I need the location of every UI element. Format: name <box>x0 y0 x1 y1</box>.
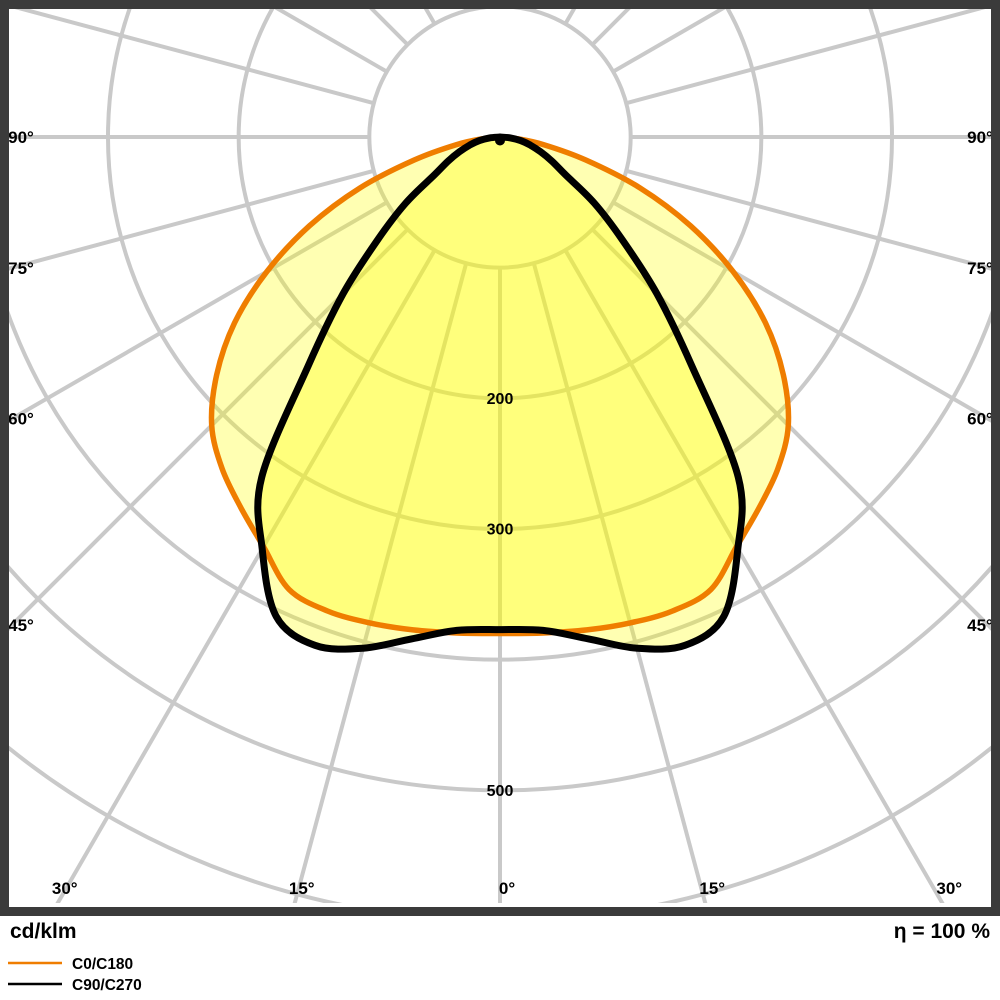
intensity-fill-c0-c180 <box>211 137 789 634</box>
intensity-fill-c90-c270 <box>257 137 743 650</box>
grid-radial-line <box>531 262 708 903</box>
angle-label-bottom: 15° <box>699 879 725 898</box>
angle-labels: 90° 90° 75° 75° 60° 60° 45° 45° 30° 15° 0° 15° 30° <box>8 128 993 898</box>
intensity-curve-c90-c270 <box>254 133 746 653</box>
beam-apex-dot <box>495 135 505 146</box>
angle-label-bottom: 30° <box>936 879 962 898</box>
grid-radial-line <box>9 200 388 423</box>
grid-radial-line <box>9 168 375 271</box>
angle-label-bottom: 30° <box>52 879 78 898</box>
ring-value-label: 500 <box>487 783 514 800</box>
efficiency-label: η = 100 % <box>894 920 991 943</box>
angle-label-side: 75° <box>967 259 993 278</box>
angle-label-side: 60° <box>967 410 993 429</box>
ring-value-label: 200 <box>487 391 514 408</box>
unit-label: cd/klm <box>10 920 77 943</box>
legend-label-c0-c180: C0/C180 <box>72 956 133 973</box>
grid-radial-line <box>625 9 986 106</box>
grid-radial-line <box>625 168 991 271</box>
intensity-curve-c0-c180 <box>208 134 792 637</box>
angle-label-side: 75° <box>8 259 34 278</box>
ring-value-label: 300 <box>487 522 514 539</box>
angle-label-side: 60° <box>8 410 34 429</box>
angle-label-bottom: 15° <box>289 879 315 898</box>
grid-radial-line <box>590 227 991 631</box>
grid-radial-line <box>292 262 469 903</box>
grid-radial-line <box>55 249 437 903</box>
angle-label-side: 45° <box>8 616 34 635</box>
intensity-fills <box>211 137 789 650</box>
ring-value-labels: 200 300 500 <box>487 391 514 800</box>
angle-label-side: 90° <box>967 128 993 147</box>
grid-radial-line <box>563 249 945 903</box>
legend: C0/C180 C90/C270 <box>8 956 142 994</box>
legend-label-c90-c270: C90/C270 <box>72 977 142 994</box>
grid-radial-line <box>9 227 410 631</box>
angle-label-bottom: 0° <box>499 879 515 898</box>
plot-frame <box>0 0 1000 916</box>
angle-label-side: 45° <box>967 616 993 635</box>
grid-radial-line <box>612 200 991 423</box>
grid-radial-line <box>14 9 375 106</box>
intensity-curves <box>208 133 792 653</box>
angle-label-side: 90° <box>8 128 34 147</box>
